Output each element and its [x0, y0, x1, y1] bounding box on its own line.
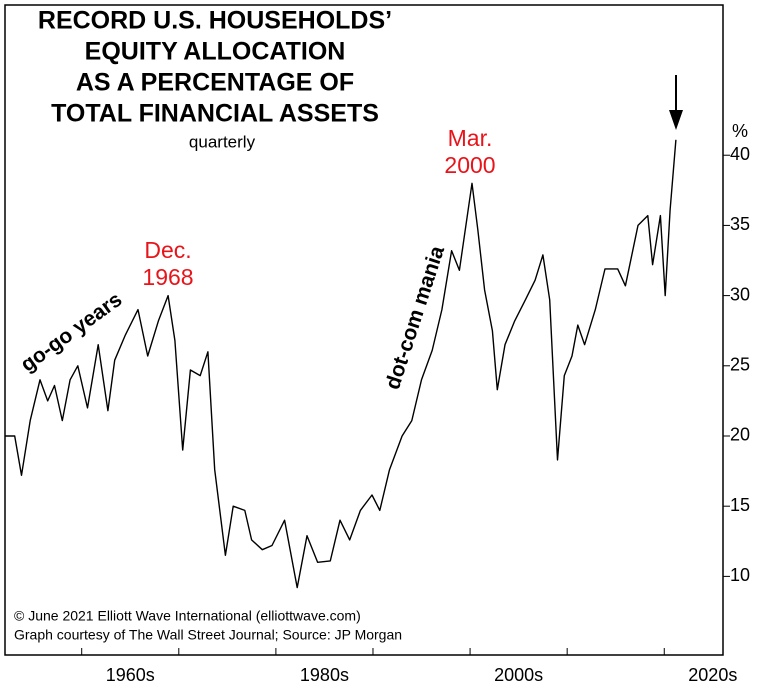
- y-tick-label: 20: [730, 425, 750, 445]
- credit: © June 2021 Elliott Wave International (…: [14, 608, 361, 624]
- y-tick-label: 10: [730, 565, 750, 585]
- title-line: TOTAL FINANCIAL ASSETS: [51, 100, 379, 128]
- y-tick-label: 25: [730, 355, 750, 375]
- y-axis-label: %: [732, 121, 748, 141]
- x-tick-label: 2000s: [494, 665, 543, 685]
- y-tick-label: 40: [730, 144, 750, 164]
- annotation: 1968: [142, 264, 193, 290]
- data-line: [5, 139, 677, 589]
- annotation: go-go years: [17, 288, 127, 377]
- title-line: AS A PERCENTAGE OF: [76, 69, 354, 97]
- annotation: Dec.: [144, 237, 191, 263]
- x-tick-label: 2020s: [688, 665, 737, 685]
- y-tick-label: 30: [730, 284, 750, 304]
- annotation: Mar.: [448, 125, 493, 151]
- y-tick-label: 15: [730, 495, 750, 515]
- credit: Graph courtesy of The Wall Street Journa…: [14, 627, 402, 643]
- x-tick-label: 1960s: [106, 665, 155, 685]
- arrow-head: [669, 110, 683, 130]
- y-tick-label: 35: [730, 214, 750, 234]
- subtitle: quarterly: [189, 132, 256, 151]
- title-line: EQUITY ALLOCATION: [85, 38, 346, 66]
- annotation: dot-com mania: [381, 243, 449, 392]
- x-tick-label: 1980s: [300, 665, 349, 685]
- plot-frame: [4, 4, 724, 656]
- title-line: RECORD U.S. HOUSEHOLDS’: [38, 7, 392, 35]
- annotation: 2000: [444, 152, 495, 178]
